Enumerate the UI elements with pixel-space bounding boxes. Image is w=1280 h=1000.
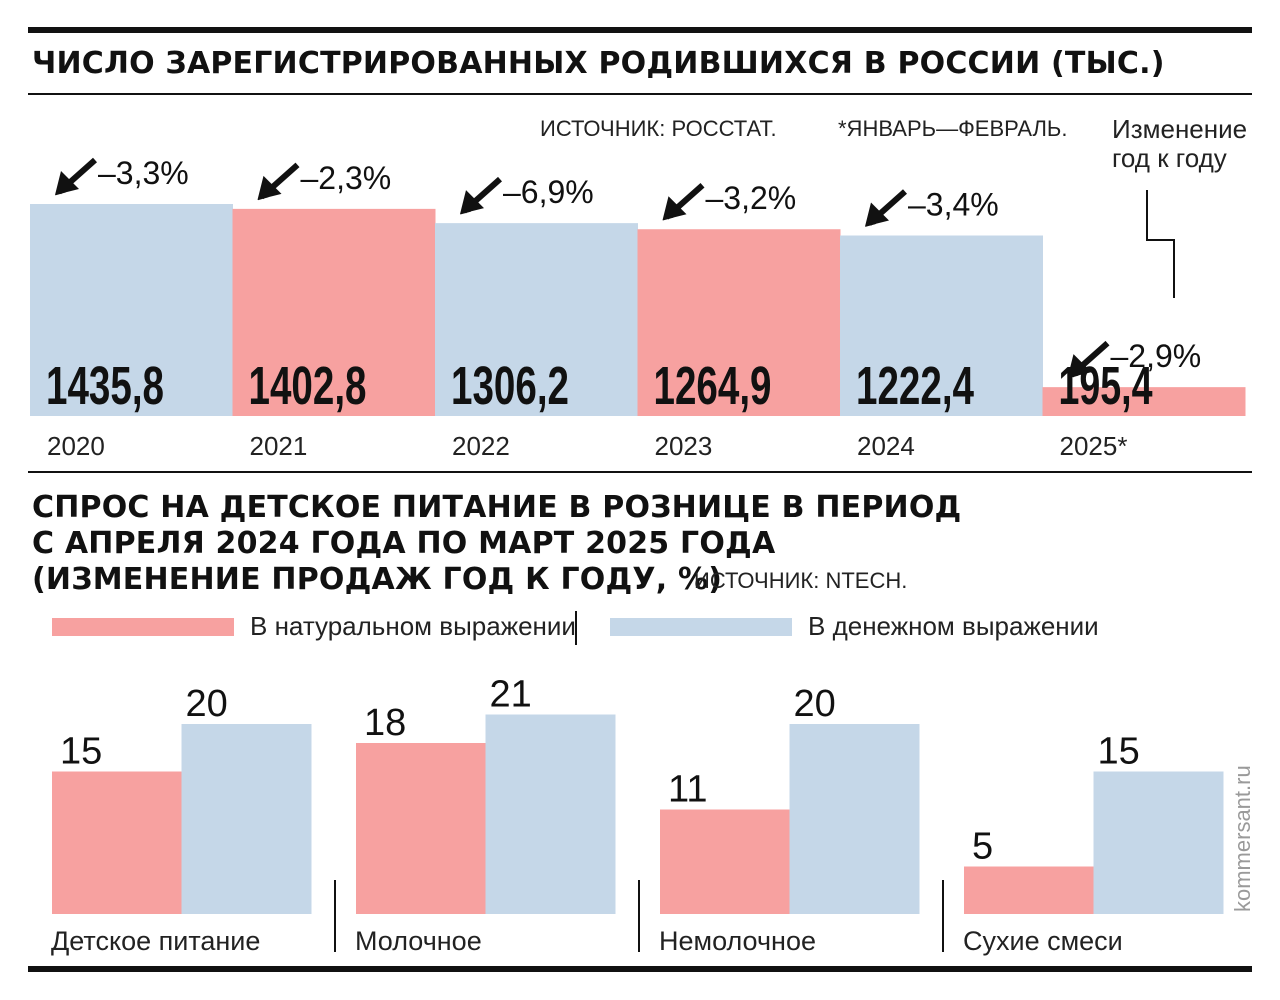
chart1-footnote: *ЯНВАРЬ—ФЕВРАЛЬ. [838,116,1068,141]
birth-bar-2024 [840,235,1043,416]
change-label: –6,9% [503,174,594,210]
demand-value-label: 5 [972,826,993,868]
legend-swatch-natural [52,618,234,636]
chart2-title-line2: С АПРЕЛЯ 2024 ГОДА ПО МАРТ 2025 ГОДА [32,526,776,561]
chart2-title-line1: СПРОС НА ДЕТСКОЕ ПИТАНИЕ В РОЗНИЦЕ В ПЕР… [32,490,962,525]
demand-value-label: 18 [364,702,406,744]
demand-bar [52,771,182,914]
demand-value-label: 11 [668,769,707,811]
chart1-source: ИСТОЧНИК: РОССТАТ. [540,116,777,141]
demand-bar [485,714,616,914]
birth-value-label: 1306,2 [451,356,569,416]
birth-value-label: 1435,8 [46,356,164,416]
birth-bar-2021 [232,208,436,416]
birth-value-label: 1264,9 [654,356,772,416]
change-label: –3,2% [706,180,797,216]
category-label: Молочное [355,926,482,956]
chart1-title: ЧИСЛО ЗАРЕГИСТРИРОВАННЫХ РОДИВШИХСЯ В РО… [32,46,1165,81]
demand-bar [789,724,920,914]
group-separator [334,880,336,952]
demand-bar [356,743,486,914]
legend-swatch-money [610,618,792,636]
change-arrowhead-icon [257,175,282,200]
chart1-title-rule [28,93,1252,95]
birth-bar-2020 [30,204,233,416]
chart2-title-line3: (ИЗМЕНЕНИЕ ПРОДАЖ ГОД К ГОДУ, %) [32,562,723,597]
demand-value-label: 20 [794,683,836,725]
year-label: 2020 [47,431,105,461]
demand-bar [660,809,790,914]
demand-value-label: 15 [60,731,102,773]
birth-bar-2022 [435,223,638,416]
year-label: 2023 [655,431,713,461]
legend-label-natural: В натуральном выражении [250,611,576,641]
births-chart: 1435,8 2020 –3,3% 1402,8 2021 –2,3% 1306,2 2022… [30,155,1246,461]
chart1-annotation-line2: год к году [1112,143,1227,173]
top-rule [28,27,1252,33]
birth-bar-2025* [1042,387,1246,416]
change-arrowhead-icon [460,190,484,215]
chart1-annotation-line1: Изменение [1112,114,1248,144]
group-separator [638,880,640,952]
year-label: 2022 [452,431,510,461]
year-label: 2025* [1060,431,1128,461]
category-label: Детское питание [51,926,260,956]
change-arrowhead-icon [662,196,687,221]
birth-value-label: 1222,4 [856,356,974,416]
change-label: –2,3% [301,160,392,196]
year-label: 2024 [857,431,915,461]
watermark-text: kommersant.ru [1230,765,1255,912]
group-separator [942,880,944,952]
bottom-rule [28,966,1252,972]
legend-separator [575,611,577,645]
chart2-source: ИСТОЧНИК: NTECH. [694,568,908,593]
legend-label-money: В денежном выражении [808,611,1099,641]
change-label: –3,4% [908,187,999,223]
demand-value-label: 20 [186,683,228,725]
category-label: Немолочное [659,926,816,956]
demand-bar [1093,771,1224,914]
change-arrowhead-icon [55,171,79,195]
birth-value-label: 1402,8 [249,356,367,416]
demand-bar [181,724,312,914]
demand-value-label: 21 [490,674,532,716]
demand-value-label: 15 [1098,731,1140,773]
annotation-leader-line [1146,190,1175,298]
change-arrowhead-icon [865,202,889,227]
watermark-kommersant: kommersant.ru [1230,765,1255,912]
category-label: Сухие смеси [963,926,1123,956]
change-arrowhead-icon [1067,354,1092,379]
change-label: –2,9% [1111,338,1202,374]
section-divider-rule [28,471,1252,473]
demand-bar [964,866,1094,914]
change-label: –3,3% [98,155,189,191]
year-label: 2021 [250,431,308,461]
birth-bar-2023 [637,229,841,416]
